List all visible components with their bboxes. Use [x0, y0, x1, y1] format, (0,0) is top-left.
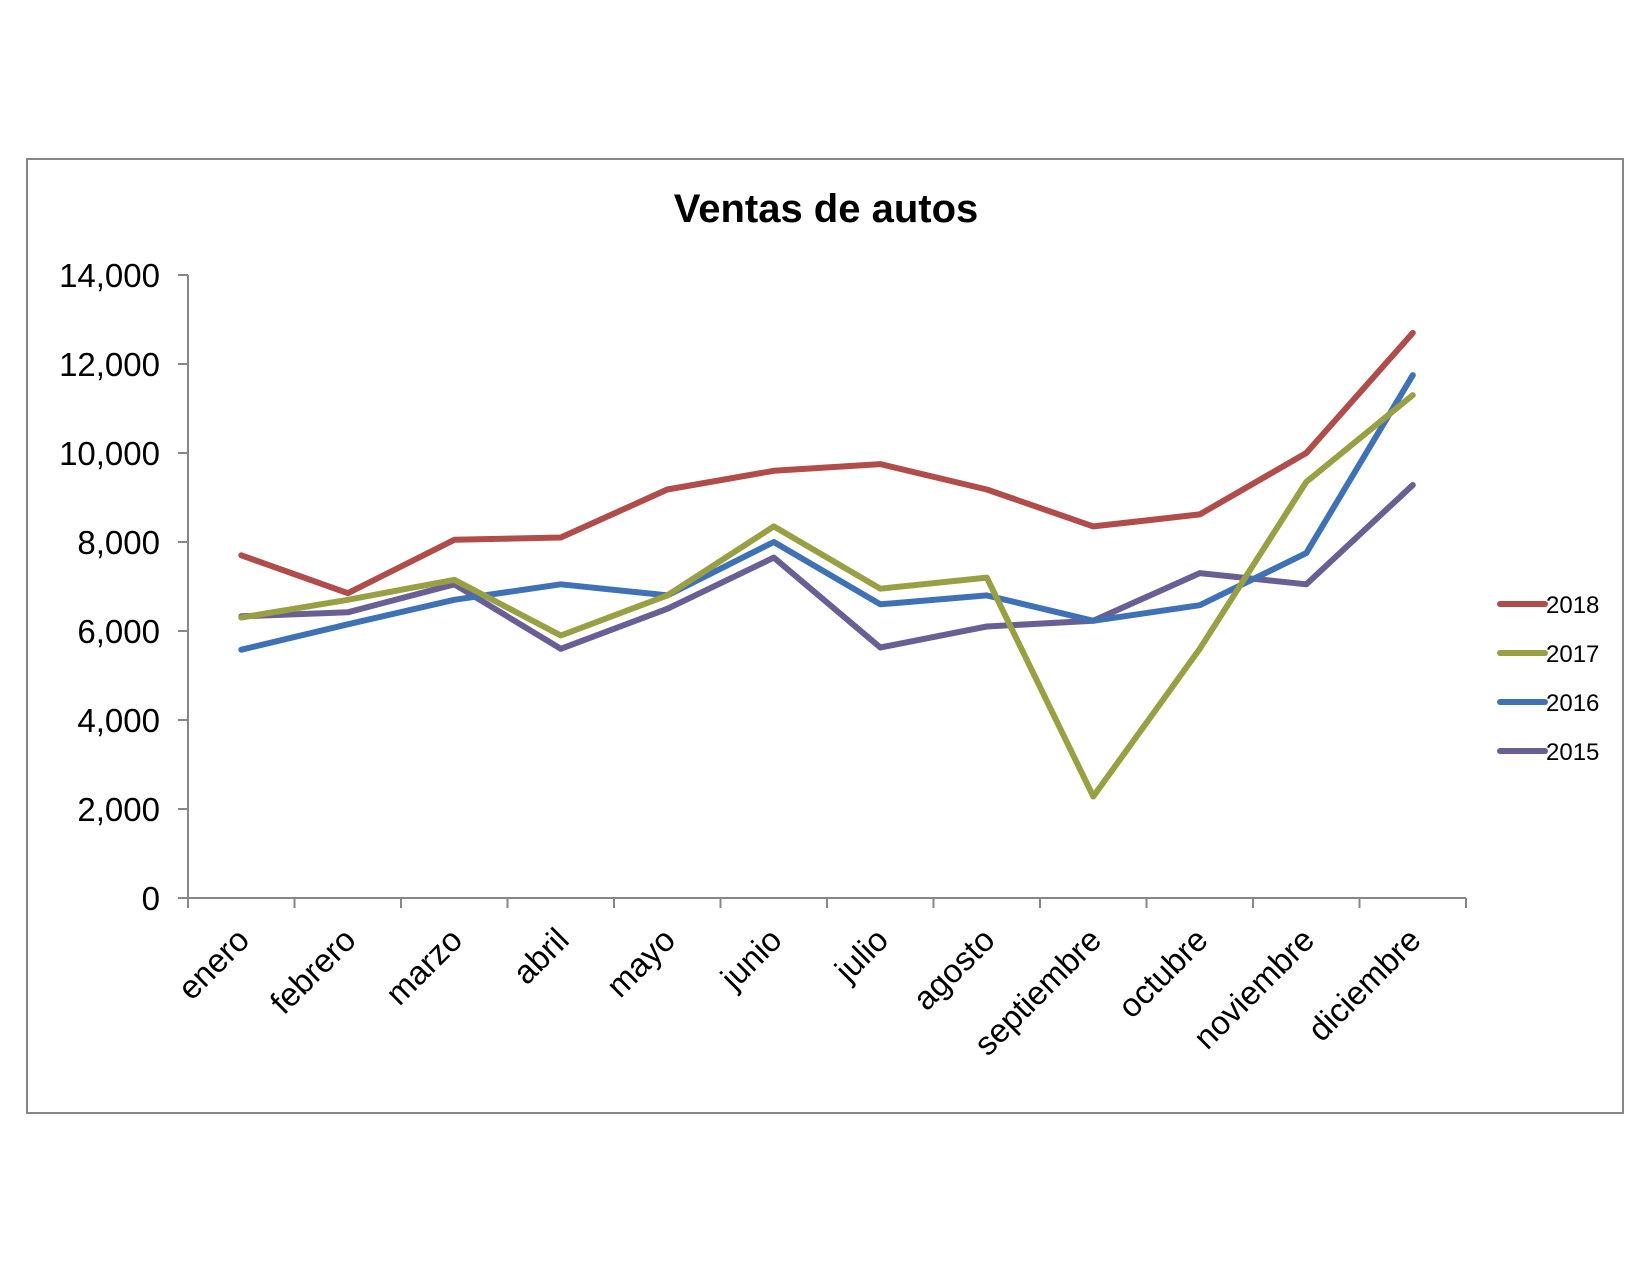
x-tick-label: octubre — [1111, 921, 1215, 1025]
y-tick-label: 4,000 — [77, 702, 160, 739]
chart-title: Ventas de autos — [674, 187, 979, 231]
y-tick-label: 0 — [142, 880, 160, 917]
series-group — [238, 329, 1416, 800]
x-tick-label: mayo — [599, 921, 682, 1004]
x-tick-label: marzo — [378, 921, 469, 1012]
series-line-2018 — [238, 329, 1416, 597]
y-tick-label: 14,000 — [59, 257, 160, 294]
x-tick-label: julio — [827, 921, 895, 989]
x-tick-label: enero — [170, 921, 256, 1007]
y-tick-label: 12,000 — [59, 346, 160, 383]
x-tick-label: diciembre — [1300, 921, 1427, 1048]
legend-label-2015: 2015 — [1546, 739, 1599, 766]
y-tick-label: 6,000 — [77, 613, 160, 650]
y-tick-label: 10,000 — [59, 435, 160, 472]
legend-label-2016: 2016 — [1546, 690, 1599, 717]
legend: 2018 2017 2016 2015 — [1497, 592, 1599, 766]
x-tick-label: abril — [505, 921, 575, 991]
series-line-2017 — [238, 392, 1416, 800]
y-tick-label: 8,000 — [77, 524, 160, 561]
y-tick-label: 2,000 — [77, 791, 160, 828]
series-line-2016 — [238, 372, 1416, 653]
series-line-2015 — [238, 482, 1416, 652]
legend-label-2017: 2017 — [1546, 641, 1599, 668]
x-tick-label: agosto — [905, 921, 1001, 1017]
x-tick-label: febrero — [263, 921, 363, 1021]
axes: 0 2,000 4,000 6,000 8,000 10,000 12,000 14,000 e… — [59, 257, 1467, 1062]
x-tick-label: junio — [713, 921, 789, 997]
legend-label-2018: 2018 — [1546, 592, 1599, 619]
